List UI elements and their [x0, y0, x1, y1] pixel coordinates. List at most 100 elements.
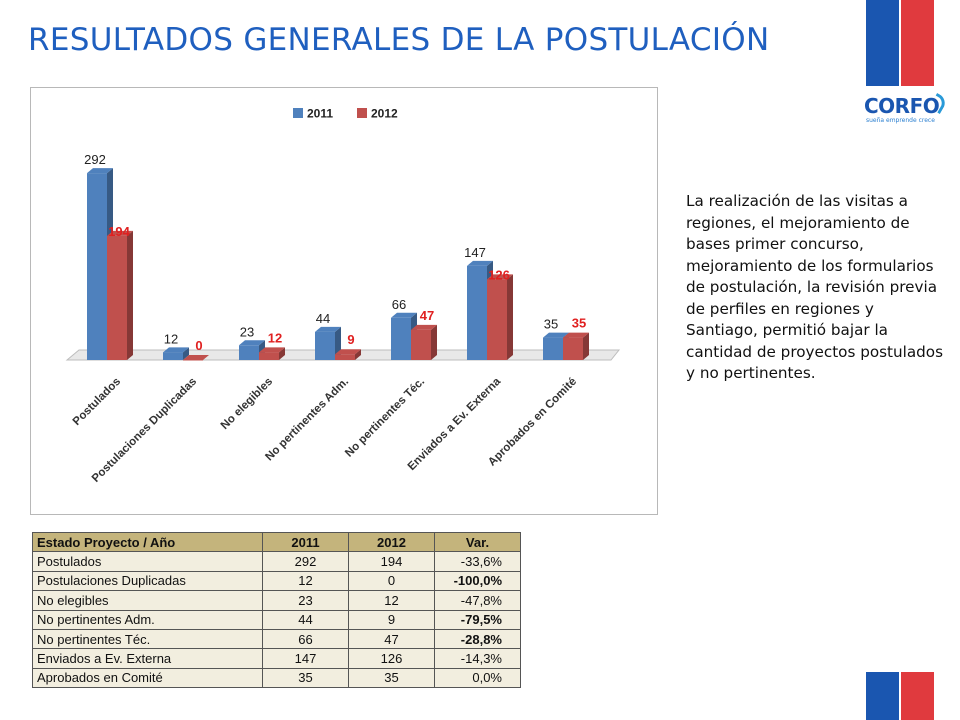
table-row: No pertinentes Adm. 44 9 -79,5% — [32, 609, 521, 630]
results-table: Estado Proyecto / Año 2011 2012 Var. Pos… — [32, 531, 521, 689]
bar-front — [183, 360, 203, 361]
bar-front — [163, 352, 183, 360]
bar-2011-1 — [163, 347, 189, 360]
row-value-2012: 0 — [348, 570, 435, 592]
bar-top — [563, 332, 589, 338]
bar-front — [87, 173, 107, 360]
data-label-2012-2: 12 — [268, 330, 282, 345]
row-label: Postulados — [32, 551, 263, 572]
row-variation: -14,3% — [434, 648, 521, 669]
data-label-2012-0: 194 — [108, 224, 130, 239]
bar-2012-2 — [259, 347, 285, 360]
bar-front — [411, 329, 431, 360]
table-row: No pertinentes Téc. 66 47 -28,8% — [32, 628, 521, 650]
data-label-2011-1: 12 — [164, 331, 178, 346]
row-variation: -33,6% — [434, 551, 521, 572]
bar-front — [543, 337, 563, 360]
bar-top — [335, 349, 361, 355]
flag-blue-stripe — [866, 672, 899, 720]
corfo-logo: CORFO sueña emprende crece — [864, 92, 949, 128]
row-variation: -79,5% — [434, 609, 521, 630]
row-label: No elegibles — [32, 590, 263, 611]
row-value-2011: 44 — [262, 609, 349, 630]
data-label-2011-5: 147 — [464, 245, 486, 260]
row-label: Enviados a Ev. Externa — [32, 648, 263, 669]
bar-front — [563, 337, 583, 360]
bar-side — [355, 349, 361, 360]
bar-side — [431, 324, 437, 360]
bar-top — [259, 347, 285, 353]
bar-front — [487, 279, 507, 360]
table-row: Aprobados en Comité 35 35 0,0% — [32, 667, 521, 689]
legend-swatch-2012 — [357, 108, 367, 118]
row-variation: 0,0% — [434, 667, 521, 689]
bar-front — [315, 331, 335, 360]
bar-top — [315, 326, 341, 332]
bar-side — [507, 274, 513, 360]
bar-top — [107, 230, 133, 236]
row-value-2011: 147 — [262, 648, 349, 669]
data-label-2011-3: 44 — [316, 311, 330, 326]
row-value-2012: 12 — [348, 590, 435, 611]
row-value-2011: 12 — [262, 570, 349, 592]
body-paragraph: La realización de las visitas a regiones… — [686, 192, 943, 382]
legend-swatch-2011 — [293, 108, 303, 118]
row-variation: -47,8% — [434, 590, 521, 611]
table-row: No elegibles 23 12 -47,8% — [32, 590, 521, 611]
bar-top — [163, 347, 189, 353]
data-label-2012-3: 9 — [347, 332, 354, 347]
row-value-2011: 292 — [262, 551, 349, 572]
bar-top — [543, 332, 569, 338]
bar-front — [259, 352, 279, 360]
chart-legend: 2011 2012 — [293, 107, 398, 121]
bar-top — [87, 168, 113, 174]
results-table-wrap: Estado Proyecto / Año 2011 2012 Var. Pos… — [32, 531, 521, 689]
row-label: Aprobados en Comité — [32, 667, 263, 689]
bar-2012-3 — [335, 349, 361, 360]
legend-label-2011: 2011 — [307, 107, 333, 121]
row-value-2012: 194 — [348, 551, 435, 572]
row-label: No pertinentes Téc. — [32, 628, 263, 650]
row-label: Postulaciones Duplicadas — [32, 570, 263, 592]
data-label-2012-1: 0 — [195, 338, 202, 353]
legend-label-2012: 2012 — [371, 107, 398, 121]
table-body: Postulados 292 194 -33,6% Postulaciones Dupl… — [32, 551, 521, 689]
bar-front — [391, 317, 411, 360]
table-row: Postulaciones Duplicadas 12 0 -100,0% — [32, 570, 521, 592]
bar-front — [467, 265, 487, 360]
row-value-2012: 35 — [348, 667, 435, 689]
flag-red-stripe — [901, 672, 934, 720]
data-label-2012-6: 35 — [572, 316, 586, 331]
category-label-4: No pertinentes Téc. — [343, 376, 427, 460]
bar-front — [335, 354, 355, 360]
flag-red-stripe — [901, 0, 934, 86]
bar-top — [239, 340, 265, 346]
logo-tagline: sueña emprende crece — [866, 117, 935, 124]
header-2012: 2012 — [348, 531, 435, 553]
table-row: Postulados 292 194 -33,6% — [32, 551, 521, 572]
bar-front — [239, 345, 259, 360]
bar-side — [583, 332, 589, 360]
data-label-2011-6: 35 — [544, 317, 558, 332]
bar-top — [487, 274, 513, 280]
flag-bottom-decoration — [866, 672, 934, 720]
bar-side — [279, 347, 285, 360]
row-variation: -28,8% — [434, 628, 521, 650]
bar-side — [127, 230, 133, 360]
data-label-2011-2: 23 — [240, 324, 254, 339]
data-label-2011-0: 292 — [84, 152, 106, 167]
bar-chart-panel: 2011 2012 292 194 Postulados 12 0 Postulaciones… — [30, 87, 658, 515]
bar-top — [391, 312, 417, 318]
data-label-2012-5: 126 — [488, 267, 510, 282]
row-value-2012: 9 — [348, 609, 435, 630]
flag-blue-stripe — [866, 0, 899, 86]
table-row: Enviados a Ev. Externa 147 126 -14,3% — [32, 648, 521, 669]
bar-2012-5 — [487, 274, 513, 360]
bar-2012-0 — [107, 230, 133, 360]
row-value-2011: 35 — [262, 667, 349, 689]
bar-side — [183, 347, 189, 360]
flag-top-decoration — [866, 0, 934, 86]
category-label-6: Aprobados en Comité — [486, 376, 579, 469]
bar-top — [183, 355, 209, 360]
